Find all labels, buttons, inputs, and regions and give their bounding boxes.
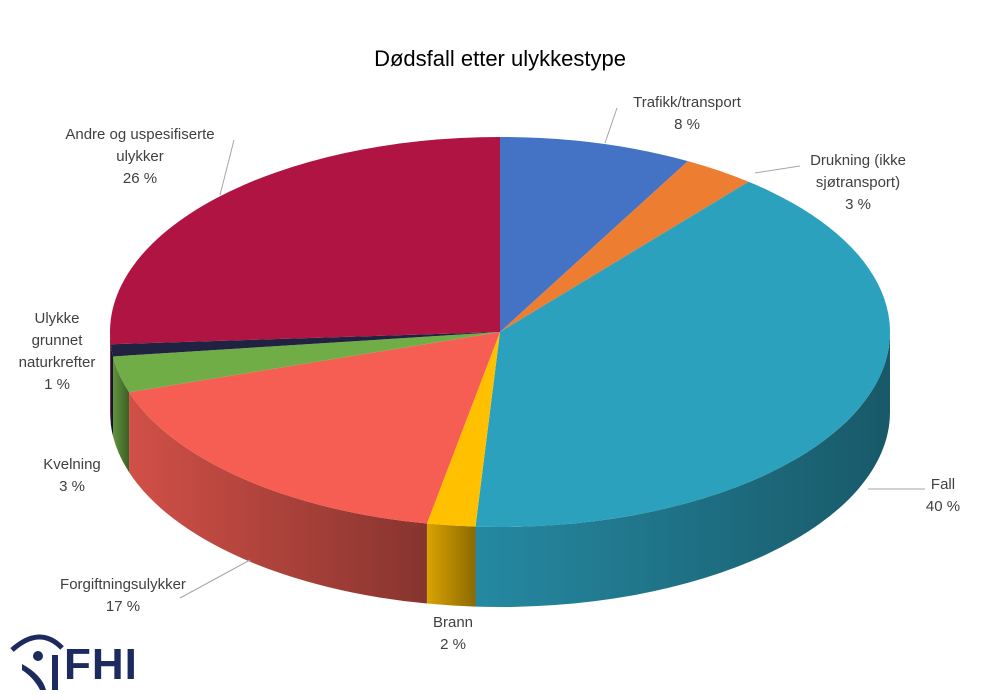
label-name: Andre og uspesifiserte ulykker (65, 126, 215, 165)
label-value: 8 % (674, 116, 700, 133)
slice (426, 332, 500, 527)
label-value: 3 % (845, 196, 871, 213)
label-name: Drukning (ikke sjøtransport) (810, 152, 906, 191)
label-value: 3 % (59, 478, 85, 495)
chart-title: Dødsfall etter ulykkestype (374, 46, 626, 71)
slice (475, 181, 891, 528)
label-value: 26 % (122, 170, 158, 187)
label-name: Fall (930, 476, 956, 493)
slice-side (110, 344, 114, 437)
data-label: Brann 2 % (423, 612, 483, 656)
data-label: Drukning (ikke sjøtransport) 3 % (788, 150, 928, 216)
logo-text: FHI (64, 640, 138, 689)
data-label: Andre og uspesifiserte ulykker 26 % (45, 124, 235, 190)
leader-line (754, 165, 801, 174)
data-label: Fall 40 % (913, 474, 973, 518)
slice (500, 161, 749, 332)
label-name: Ulykke grunnet naturkrefter (18, 310, 96, 371)
slice-side (129, 392, 427, 604)
label-name: Forgiftningsulykker (60, 576, 186, 593)
label-name: Trafikk/transport (633, 94, 741, 111)
data-label: Kvelning 3 % (32, 454, 112, 498)
leader-line (219, 139, 235, 196)
label-value: 2 % (440, 636, 466, 653)
data-label: Forgiftningsulykker 17 % (33, 574, 213, 618)
slice (500, 137, 688, 332)
label-name: Brann (432, 614, 474, 631)
slice (110, 332, 500, 357)
fhi-icon (10, 634, 64, 690)
label-value: 40 % (925, 498, 961, 515)
slice-side (110, 332, 111, 425)
slice-side (475, 332, 890, 607)
leader-line (604, 107, 618, 144)
leader-line (179, 559, 251, 599)
label-name: Kvelning (43, 456, 101, 473)
label-value: 17 % (105, 598, 141, 615)
slice-side (113, 356, 130, 473)
data-label: Trafikk/transport 8 % (602, 92, 772, 136)
label-value: 1 % (44, 376, 70, 393)
slice (113, 332, 501, 393)
data-label: Ulykke grunnet naturkrefter 1 % (7, 308, 107, 396)
slice (129, 332, 500, 524)
slice (110, 137, 500, 345)
slice-side (426, 523, 476, 607)
